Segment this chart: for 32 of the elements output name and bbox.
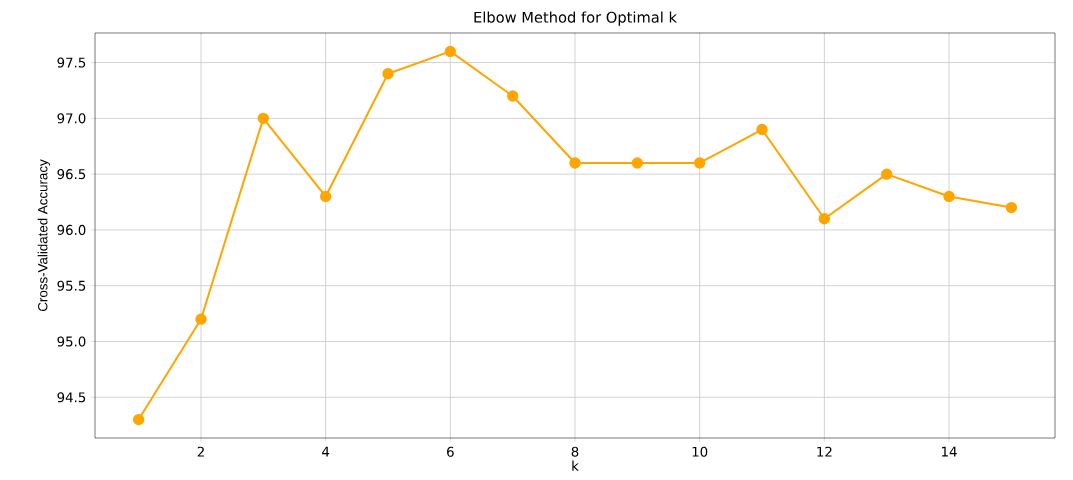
x-tick-label: 14 [942,446,957,457]
point [257,112,269,125]
point [569,157,581,169]
x-tick-label: 6 [447,446,454,457]
x-tick-label: 8 [571,446,579,457]
point [631,157,644,169]
point [756,123,768,136]
y-tick-label: 96.5 [57,169,86,180]
x-axis-title: k [572,460,579,471]
point [694,157,706,169]
x-tick-label: 4 [322,446,330,457]
y-axis-title: Cross-Validated Accuracy [37,159,51,312]
point [319,190,332,203]
y-tick-label: 94.5 [57,392,86,403]
point [132,413,145,426]
point [943,190,955,203]
point [881,168,893,180]
point [444,45,456,58]
point [195,313,207,325]
x-tick-label: 2 [197,446,204,457]
y-tick-label: 97.5 [57,57,86,68]
point [1005,201,1018,214]
chart-title: Elbow Method for Optimal k [474,11,677,26]
x-tick-label: 10 [692,446,708,457]
y-tick-label: 97.0 [57,113,86,124]
x-tick-label: 12 [817,446,832,457]
point [818,213,831,225]
y-tick-label: 95.0 [57,336,86,347]
point [507,90,519,102]
y-tick-label: 95.5 [57,280,86,291]
y-tick-label: 96.0 [57,224,86,235]
point [382,68,394,80]
